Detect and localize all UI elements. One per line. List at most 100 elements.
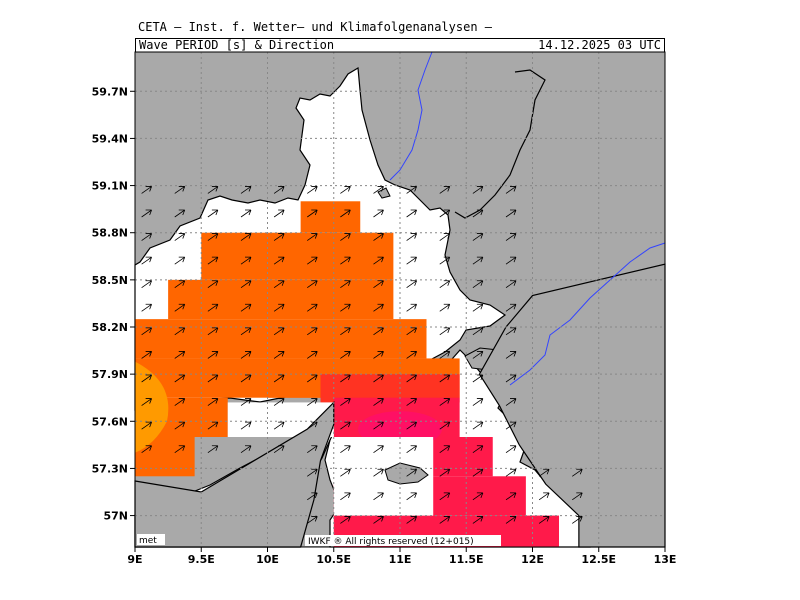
wave-arrow [406,398,417,406]
wave-arrow [273,398,285,406]
wave-arrow [505,421,517,430]
lon-tick-label: 13E [654,553,677,566]
wave-arrow [373,186,384,194]
wave-arrow [406,421,417,430]
wave-arrow [373,256,384,265]
wave-arrow [505,351,517,359]
wave-arrow [174,421,186,430]
wave-arrow [240,327,252,336]
wave-arrow [240,233,252,241]
wave-arrow [472,516,484,524]
wave-arrow [240,398,252,406]
period-cell [433,437,493,477]
wave-arrow [373,398,384,406]
wave-arrow [340,280,351,289]
wave-arrow [472,421,484,430]
wave-arrow [373,492,384,501]
lat-tick-label: 57.6N [92,415,128,428]
wave-arrow [472,256,484,265]
lon-tick-label: 9E [127,553,142,566]
wave-arrow [207,186,219,194]
wave-arrow [373,351,384,359]
wave-arrow [307,256,318,265]
wave-arrow [141,233,152,241]
wave-arrow [439,233,451,241]
wave-arrow [240,303,252,312]
wave-arrow [174,398,186,406]
lon-tick-label: 12.5E [581,553,616,566]
wave-arrow [141,374,152,383]
wave-arrow [207,209,219,218]
wave-arrow [505,516,517,524]
wave-arrow [307,421,318,430]
wave-arrow [439,327,451,336]
wave-arrow [406,280,417,289]
period-cell [300,201,361,233]
wave-arrow [307,516,318,524]
wave-arrow [307,186,318,194]
wave-arrow [439,492,451,501]
wave-arrow [307,351,318,359]
lat-tick-label: 58.2N [92,321,128,334]
wave-arrow [505,209,517,218]
wave-arrow [240,256,252,265]
period-cell [201,232,394,280]
wave-arrow [472,186,484,194]
wave-arrow [340,516,351,524]
wave-arrow [373,516,384,524]
wave-arrow [439,445,451,454]
wave-arrow [240,421,252,430]
wave-period-field [134,201,666,548]
wave-arrow [273,280,285,289]
wave-arrow [472,280,484,289]
wave-direction-arrows [141,186,583,524]
institute-header: CETA – Inst. f. Wetter– und Klimafolgena… [138,20,493,34]
wave-arrow [240,209,252,218]
wave-arrow [439,186,451,194]
wave-arrow [472,492,484,501]
wave-arrow [240,374,252,383]
wave-arrow [472,327,484,336]
wave-arrow [340,327,351,336]
wave-arrow [572,516,583,524]
wave-arrow [472,445,484,454]
wave-arrow [472,303,484,312]
wave-arrow [273,421,285,430]
wave-arrow [141,421,152,430]
lat-tick-label: 59.1N [92,180,128,193]
period-cell [168,279,394,320]
wave-arrow [572,492,583,501]
forecast-datetime: 14.12.2025 03 UTC [538,38,661,52]
wave-arrow [207,303,219,312]
wave-arrow [472,374,484,383]
lat-tick-label: 57.3N [92,462,128,475]
wave-arrow [406,468,417,477]
wave-arrow [307,374,318,383]
wave-arrow [207,256,219,265]
wave-arrow [174,374,186,383]
map-title: Wave_PERIOD_[s]_&_Direction [139,38,335,52]
wave-arrow [439,374,451,383]
wave-arrow [174,233,186,241]
wave-arrow [240,186,252,194]
river-gota [509,242,666,386]
wave-arrow [340,445,351,454]
wave-arrow [538,492,550,501]
wave-arrow [472,468,484,477]
wave-arrow [174,303,186,312]
wave-arrow [240,445,252,454]
wave-arrow [141,398,152,406]
wave-arrow [307,492,318,501]
lon-tick-label: 12E [521,553,544,566]
lat-tick-label: 58.5N [92,274,128,287]
wave-arrow [141,327,152,336]
wave-arrow [207,327,219,336]
wave-arrow [505,327,517,336]
wave-arrow [340,303,351,312]
wave-arrow [307,468,318,477]
wave-arrow [340,351,351,359]
lon-tick-label: 11E [389,553,412,566]
wave-arrow [273,445,285,454]
wave-arrow [406,233,417,241]
